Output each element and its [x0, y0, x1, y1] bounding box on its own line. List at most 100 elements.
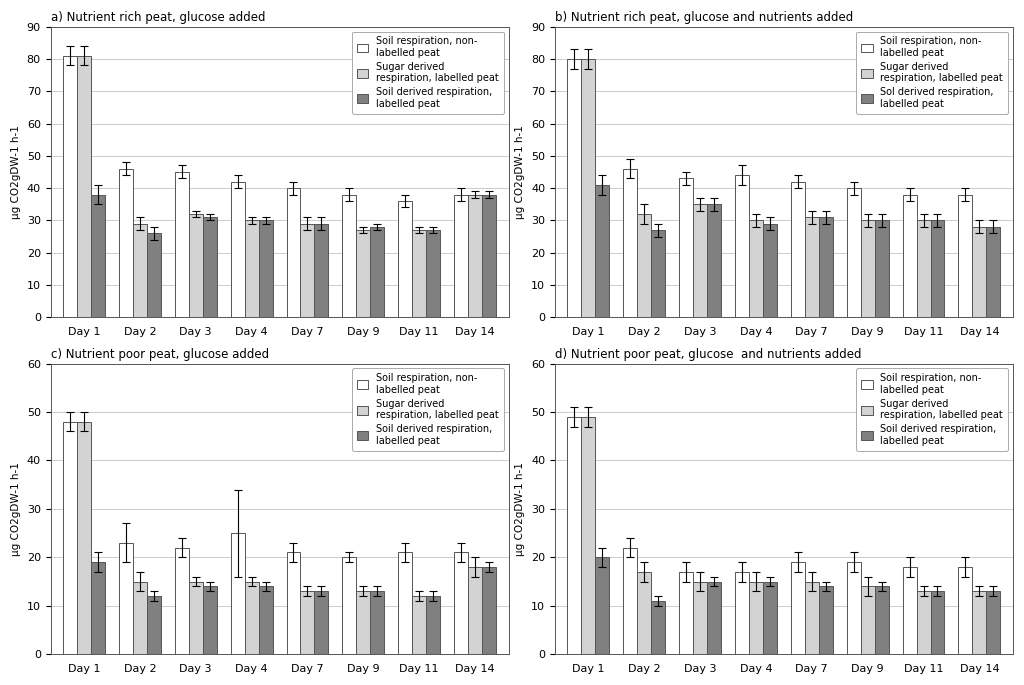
Legend: Soil respiration, non-
labelled peat, Sugar derived
respiration, labelled peat, : Soil respiration, non- labelled peat, Su… — [856, 369, 1008, 451]
Y-axis label: μg CO2gDW-1 h-1: μg CO2gDW-1 h-1 — [515, 125, 525, 219]
Bar — [708, 204, 721, 317]
Bar — [91, 562, 105, 654]
Bar — [651, 230, 666, 317]
Bar — [77, 422, 91, 654]
Bar — [300, 591, 314, 654]
Text: c) Nutrient poor peat, glucose added: c) Nutrient poor peat, glucose added — [50, 348, 268, 361]
Bar — [203, 586, 217, 654]
Bar — [902, 567, 916, 654]
Bar — [245, 582, 259, 654]
Bar — [77, 55, 91, 317]
Bar — [468, 195, 482, 317]
Bar — [300, 223, 314, 317]
Bar — [986, 591, 1000, 654]
Bar — [679, 178, 693, 317]
Bar — [146, 596, 161, 654]
Bar — [567, 59, 582, 317]
Bar — [582, 59, 595, 317]
Bar — [693, 582, 708, 654]
Bar — [986, 227, 1000, 317]
Bar — [805, 582, 819, 654]
Bar — [63, 422, 77, 654]
Bar — [188, 214, 203, 317]
Bar — [259, 221, 272, 317]
Bar — [119, 169, 133, 317]
Bar — [398, 201, 413, 317]
Bar — [973, 591, 986, 654]
Bar — [287, 188, 300, 317]
Bar — [314, 223, 329, 317]
Bar — [454, 195, 468, 317]
Y-axis label: μg CO2gDW-1 h-1: μg CO2gDW-1 h-1 — [11, 462, 22, 556]
Bar — [230, 182, 245, 317]
Bar — [314, 591, 329, 654]
Legend: Soil respiration, non-
labelled peat, Sugar derived
respiration, labelled peat, : Soil respiration, non- labelled peat, Su… — [856, 32, 1008, 114]
Bar — [735, 572, 749, 654]
Bar — [567, 417, 582, 654]
Bar — [916, 591, 931, 654]
Bar — [735, 175, 749, 317]
Bar — [902, 195, 916, 317]
Bar — [763, 223, 777, 317]
Bar — [958, 567, 973, 654]
Bar — [119, 543, 133, 654]
Bar — [342, 195, 356, 317]
Bar — [791, 182, 805, 317]
Text: d) Nutrient poor peat, glucose  and nutrients added: d) Nutrient poor peat, glucose and nutri… — [555, 348, 861, 361]
Bar — [468, 567, 482, 654]
Y-axis label: μg CO2gDW-1 h-1: μg CO2gDW-1 h-1 — [515, 462, 525, 556]
Bar — [791, 562, 805, 654]
Bar — [595, 558, 609, 654]
Bar — [146, 234, 161, 317]
Bar — [371, 227, 384, 317]
Bar — [861, 221, 874, 317]
Bar — [874, 586, 889, 654]
Bar — [708, 582, 721, 654]
Legend: Soil respiration, non-
labelled peat, Sugar derived
respiration, labelled peat, : Soil respiration, non- labelled peat, Su… — [352, 369, 504, 451]
Bar — [861, 586, 874, 654]
Bar — [582, 417, 595, 654]
Bar — [175, 172, 188, 317]
Bar — [133, 223, 146, 317]
Bar — [426, 230, 440, 317]
Bar — [413, 596, 426, 654]
Bar — [624, 547, 637, 654]
Bar — [245, 221, 259, 317]
Bar — [931, 221, 944, 317]
Bar — [847, 562, 861, 654]
Bar — [188, 582, 203, 654]
Bar — [371, 591, 384, 654]
Bar — [342, 558, 356, 654]
Bar — [203, 217, 217, 317]
Bar — [91, 195, 105, 317]
Bar — [931, 591, 944, 654]
Text: b) Nutrient rich peat, glucose and nutrients added: b) Nutrient rich peat, glucose and nutri… — [555, 11, 853, 24]
Bar — [637, 572, 651, 654]
Bar — [482, 567, 496, 654]
Bar — [398, 553, 413, 654]
Text: a) Nutrient rich peat, glucose added: a) Nutrient rich peat, glucose added — [50, 11, 265, 24]
Bar — [749, 221, 763, 317]
Bar — [413, 230, 426, 317]
Bar — [133, 582, 146, 654]
Bar — [356, 230, 371, 317]
Bar — [595, 185, 609, 317]
Bar — [259, 586, 272, 654]
Bar — [624, 169, 637, 317]
Bar — [693, 204, 708, 317]
Bar — [356, 591, 371, 654]
Bar — [763, 582, 777, 654]
Bar — [916, 221, 931, 317]
Bar — [63, 55, 77, 317]
Legend: Soil respiration, non-
labelled peat, Sugar derived
respiration, labelled peat, : Soil respiration, non- labelled peat, Su… — [352, 32, 504, 114]
Bar — [651, 601, 666, 654]
Bar — [819, 586, 833, 654]
Bar — [749, 582, 763, 654]
Bar — [805, 217, 819, 317]
Y-axis label: μg CO2gDW-1 h-1: μg CO2gDW-1 h-1 — [11, 125, 22, 219]
Bar — [874, 221, 889, 317]
Bar — [679, 572, 693, 654]
Bar — [973, 227, 986, 317]
Bar — [482, 195, 496, 317]
Bar — [426, 596, 440, 654]
